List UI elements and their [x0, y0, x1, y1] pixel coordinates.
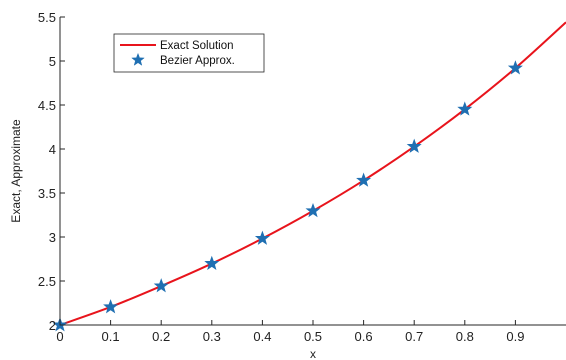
bezier-approx-point — [153, 278, 169, 293]
bezier-approx-point — [305, 202, 321, 218]
y-tick-label: 3 — [49, 230, 56, 245]
y-axis-ticks: 2 2.5 3 3.5 4 4.5 5 5.5 — [38, 10, 65, 333]
x-tick-label: 0.9 — [506, 329, 524, 344]
y-tick-label: 2.5 — [38, 274, 56, 289]
legend-star-swatch — [131, 52, 145, 66]
x-tick-label: 0.1 — [102, 329, 120, 344]
y-tick-label: 5.5 — [38, 10, 56, 25]
bezier-approx-point — [103, 299, 119, 314]
x-axis-label: x — [310, 347, 316, 360]
y-tick-label: 5 — [49, 54, 56, 69]
plot-content — [52, 21, 566, 332]
y-tick-label: 4.5 — [38, 98, 56, 113]
y-tick-label: 2 — [49, 318, 56, 333]
x-tick-label: 0.2 — [152, 329, 170, 344]
legend-label-bezier: Bezier Approx. — [160, 55, 235, 67]
x-tick-label: 0.5 — [304, 329, 322, 344]
legend: Exact Solution Bezier Approx. — [113, 33, 265, 73]
bezier-approx-point — [254, 230, 270, 245]
bezier-approx-point — [507, 60, 523, 75]
bezier-approx-point — [406, 138, 422, 153]
y-axis-label: Exact, Approximate — [9, 119, 23, 223]
x-tick-label: 0.6 — [355, 329, 373, 344]
x-tick-label: 0.3 — [203, 329, 221, 344]
x-tick-label: 0.8 — [456, 329, 474, 344]
legend-label-exact: Exact Solution — [160, 40, 234, 52]
x-tick-label: 0.7 — [405, 329, 423, 344]
y-tick-label: 4 — [49, 142, 56, 157]
bezier-approx-point — [457, 101, 473, 116]
bezier-approx-point — [356, 172, 372, 187]
x-axis-ticks: 0 0.1 0.2 0.3 0.4 0.5 0.6 0.7 0.8 0.9 — [56, 320, 524, 344]
x-tick-label: 0.4 — [253, 329, 271, 344]
legend-box — [113, 33, 265, 73]
y-tick-label: 3.5 — [38, 186, 56, 201]
bezier-approx-point — [204, 255, 220, 270]
x-tick-label: 0 — [56, 329, 63, 344]
